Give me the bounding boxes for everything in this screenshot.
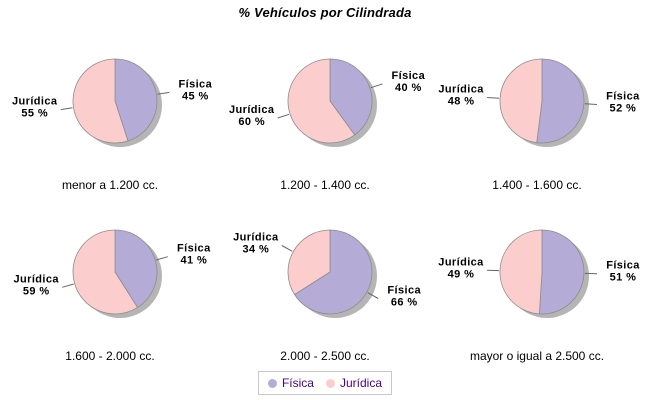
svg-text:49 %: 49 % [448, 268, 475, 280]
pie-category-label: menor a 1.200 cc. [61, 178, 159, 192]
svg-text:Jurídica: Jurídica [229, 104, 275, 116]
pie-cell-2000-2500: Física 66 % Jurídica 34 % 2.000 - 2.500 cc. [217, 211, 433, 371]
pie-category-label: 1.400 - 1.600 cc. [492, 178, 582, 192]
svg-text:59 %: 59 % [23, 285, 50, 297]
svg-text:Física: Física [387, 285, 421, 297]
legend-label-juridica: Jurídica [339, 376, 383, 390]
svg-text:Jurídica: Jurídica [12, 96, 58, 108]
svg-text:Física: Física [606, 260, 640, 272]
legend-label-fisica: Física [281, 376, 314, 390]
svg-text:48 %: 48 % [448, 96, 475, 108]
chart-title: % Vehículos por Cilindrada [238, 5, 412, 20]
pie-cell-1200-1400: Física 40 % Jurídica 60 % 1.200 - 1.400 cc. [217, 40, 433, 200]
legend: Física Jurídica [257, 371, 393, 395]
juridica-swatch-icon [325, 378, 335, 388]
svg-text:Jurídica: Jurídica [233, 232, 279, 244]
svg-text:Física: Física [606, 91, 640, 103]
svg-text:Jurídica: Jurídica [438, 256, 484, 268]
svg-text:Física: Física [179, 78, 213, 90]
fisica-swatch-icon [267, 378, 277, 388]
pie-category-label: 1.600 - 2.000 cc. [65, 349, 155, 363]
svg-text:Física: Física [177, 243, 211, 255]
svg-text:Física: Física [392, 70, 426, 82]
svg-text:52 %: 52 % [610, 103, 637, 115]
svg-text:60 %: 60 % [238, 116, 265, 128]
svg-text:55 %: 55 % [21, 108, 48, 120]
pie-cell-menor-1200: Física 45 % Jurídica 55 % menor a 1.200 cc. [2, 40, 218, 200]
svg-text:66 %: 66 % [391, 297, 418, 309]
svg-text:34 %: 34 % [242, 244, 269, 256]
legend-item-juridica: Jurídica [325, 376, 383, 390]
legend-item-fisica: Física [267, 376, 314, 390]
pie-category-label: 1.200 - 1.400 cc. [280, 178, 370, 192]
pie-cell-1400-1600: Física 52 % Jurídica 48 % 1.400 - 1.600 cc. [429, 40, 645, 200]
svg-text:Jurídica: Jurídica [438, 84, 484, 96]
pie-category-label: mayor o igual a 2.500 cc. [469, 349, 605, 363]
pie-category-label: 2.000 - 2.500 cc. [280, 349, 370, 363]
svg-text:41 %: 41 % [180, 255, 207, 267]
svg-text:Jurídica: Jurídica [14, 273, 60, 285]
pie-cell-1600-2000: Física 41 % Jurídica 59 % 1.600 - 2.000 cc. [2, 211, 218, 371]
svg-text:51 %: 51 % [610, 272, 637, 284]
svg-text:45 %: 45 % [182, 90, 209, 102]
pie-cell-mayor-2500: Física 51 % Jurídica 49 % mayor o igual a 2… [429, 211, 645, 371]
svg-text:40 %: 40 % [395, 82, 422, 94]
